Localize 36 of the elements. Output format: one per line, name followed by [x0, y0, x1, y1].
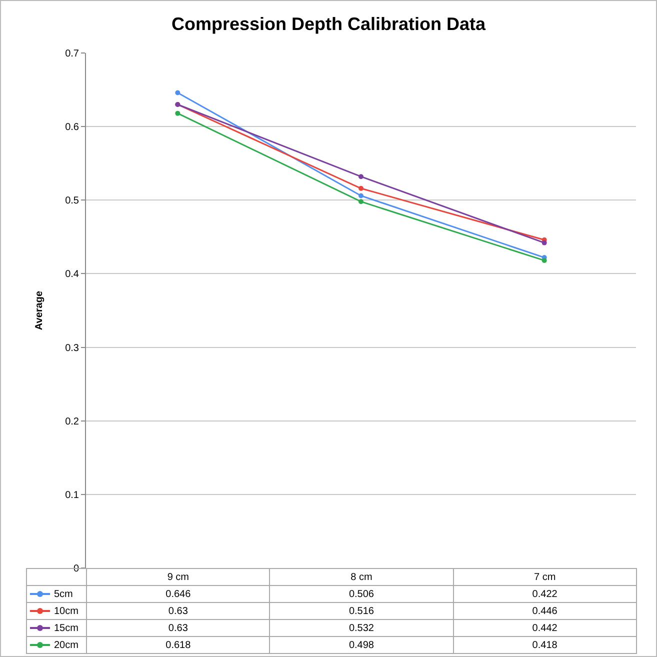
y-tick-label: 0.1: [65, 490, 80, 501]
point: [542, 240, 547, 246]
data-label: 0.506: [270, 586, 454, 602]
y-tick-label: 0.3: [65, 342, 80, 354]
chart-title: Compression Depth Calibration Data: [171, 14, 487, 34]
data-label: 0.63: [86, 620, 270, 636]
y-tick-label: 0.5: [65, 196, 80, 207]
point: [358, 193, 364, 198]
legend-label: 20cm: [54, 640, 78, 650]
legend-label: 15cm: [54, 622, 78, 634]
point: [358, 199, 364, 204]
data-label: 0.618: [86, 636, 270, 654]
y-tick-label: 0.7: [65, 48, 80, 60]
data-label: 0.446: [453, 602, 636, 620]
point: [175, 110, 180, 116]
point: [542, 258, 547, 263]
data-label: 0.516: [270, 602, 454, 620]
y-tick-label: 0.2: [65, 416, 80, 428]
y-tick-label: 0.4: [65, 269, 80, 280]
legend-label: 10cm: [54, 606, 78, 616]
x-tick-label: 7 cm: [453, 568, 636, 586]
data-label: 0.646: [86, 586, 270, 602]
y-tick-label: 0.6: [65, 122, 80, 134]
legend-label: 5cm: [54, 588, 73, 600]
data-label: 0.418: [453, 636, 636, 654]
point: [358, 174, 364, 180]
data-label: 0.532: [270, 620, 454, 636]
data-label: 0.422: [453, 586, 636, 602]
data-label: 0.442: [453, 620, 636, 636]
x-tick-label: 9 cm: [86, 568, 270, 586]
y-axis-title: Average: [34, 290, 46, 330]
point: [358, 186, 364, 191]
data-label: 0.498: [270, 636, 454, 654]
point: [175, 90, 180, 96]
x-tick-label: 8 cm: [270, 568, 454, 586]
data-label: 0.63: [86, 602, 270, 620]
